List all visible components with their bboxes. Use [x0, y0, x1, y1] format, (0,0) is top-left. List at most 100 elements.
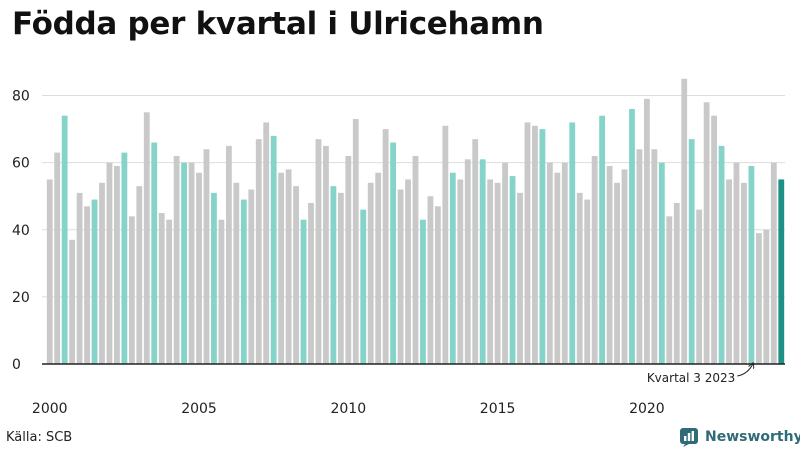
bar: 85 [681, 78, 688, 365]
bar: 47 [434, 206, 441, 364]
bar: 60 [770, 162, 777, 364]
bar: 74 [711, 115, 717, 364]
bar: 72 [569, 122, 576, 365]
bar: 49 [584, 199, 591, 364]
bar: 51 [337, 192, 344, 364]
brand-logo: Newsworthy [680, 427, 800, 447]
bar: 71 [442, 125, 449, 364]
bar: 55 [726, 179, 732, 364]
bar: 47 [84, 206, 90, 364]
annotation: Kvartal 3 2023 [647, 363, 753, 385]
bar: 63 [121, 152, 128, 364]
bar: 58 [621, 169, 628, 364]
bar: 64 [651, 149, 658, 364]
bar: 59 [606, 166, 613, 364]
bar: 70 [539, 129, 546, 364]
bar: 52 [248, 189, 255, 364]
x-tick-label: 2005 [181, 401, 217, 417]
x-tick-label: 2015 [480, 401, 516, 417]
bar: 48 [308, 202, 314, 364]
bar: 66 [151, 142, 158, 364]
bar: 64 [636, 149, 643, 364]
bar: 46 [696, 209, 703, 364]
bar: 45 [158, 213, 165, 364]
y-tick-label: 40 [12, 223, 30, 239]
bar: 67 [315, 139, 322, 364]
bars: 5563743751474954605963445375664543626060… [46, 78, 785, 365]
y-axis-ticks: 0 20 40 60 80 [12, 89, 30, 373]
bar: 54 [233, 182, 240, 364]
bar: 68 [270, 135, 277, 364]
bar: 58 [285, 169, 292, 364]
bar: 71 [532, 125, 538, 364]
bar: 53 [136, 186, 143, 364]
bar: 49 [91, 199, 98, 364]
bar: 57 [554, 172, 561, 364]
bar: 50 [427, 196, 434, 364]
bar: 66 [390, 142, 397, 364]
bar: 60 [658, 162, 665, 364]
bar: 60 [546, 162, 553, 364]
bar: 59 [748, 166, 755, 364]
bar: 70 [382, 129, 389, 364]
bar: 60 [733, 162, 740, 364]
source-note: Källa: SCB [6, 430, 73, 445]
bar: 60 [181, 162, 188, 364]
bar: 57 [278, 172, 285, 364]
bar: 43 [166, 219, 173, 364]
bar: 43 [218, 219, 225, 364]
bar: 62 [345, 155, 352, 364]
bar: 75 [143, 112, 150, 364]
bar: 73 [352, 119, 359, 365]
bar: 62 [412, 155, 419, 364]
bar: 65 [225, 145, 232, 364]
brand-name: Newsworthy [705, 429, 800, 445]
bar: 39 [755, 233, 762, 364]
y-tick-label: 0 [12, 357, 21, 373]
bar: 51 [517, 192, 523, 364]
bar: 60 [561, 162, 568, 364]
annotation-arrow [737, 363, 753, 377]
bar: 64 [203, 149, 210, 364]
x-tick-label: 2000 [32, 401, 68, 417]
bar: 51 [211, 192, 217, 364]
bar: 40 [763, 229, 770, 364]
bar: 59 [114, 166, 120, 364]
chart-title: Födda per kvartal i Ulricehamn [12, 6, 544, 42]
bar: 55 [778, 179, 785, 364]
bar: 62 [173, 155, 180, 364]
bar: 67 [255, 139, 262, 364]
y-tick-label: 80 [12, 89, 30, 105]
bar: 53 [293, 186, 299, 364]
bar: 67 [472, 139, 479, 364]
newsworthy-logo-icon [680, 428, 698, 447]
bar: 53 [330, 186, 337, 364]
bar: 54 [494, 182, 501, 364]
bar: 37 [69, 239, 76, 364]
bar: 46 [360, 209, 367, 364]
x-axis-ticks: 2000 2005 2010 2015 2020 [32, 401, 665, 417]
bar: 55 [457, 179, 464, 364]
bar: 54 [99, 182, 105, 364]
bar: 54 [614, 182, 620, 364]
y-tick-label: 20 [12, 290, 30, 306]
bar: 74 [61, 115, 68, 364]
bar: 67 [688, 139, 695, 364]
bar: 55 [405, 179, 411, 364]
bar: 65 [323, 145, 329, 364]
bar: 60 [188, 162, 195, 364]
bar: 57 [196, 172, 202, 364]
bar: 63 [54, 152, 61, 364]
x-tick-label: 2010 [330, 401, 366, 417]
bar: 65 [718, 145, 725, 364]
bar: 55 [46, 179, 53, 364]
bar: 44 [128, 216, 135, 364]
bar: 43 [420, 219, 426, 364]
bar: 74 [599, 115, 606, 364]
bar: 60 [502, 162, 508, 364]
bar: 48 [673, 202, 680, 364]
y-tick-label: 60 [12, 156, 30, 172]
bar: 55 [487, 179, 494, 364]
bar: 78 [703, 102, 710, 365]
bar: 57 [375, 172, 382, 364]
